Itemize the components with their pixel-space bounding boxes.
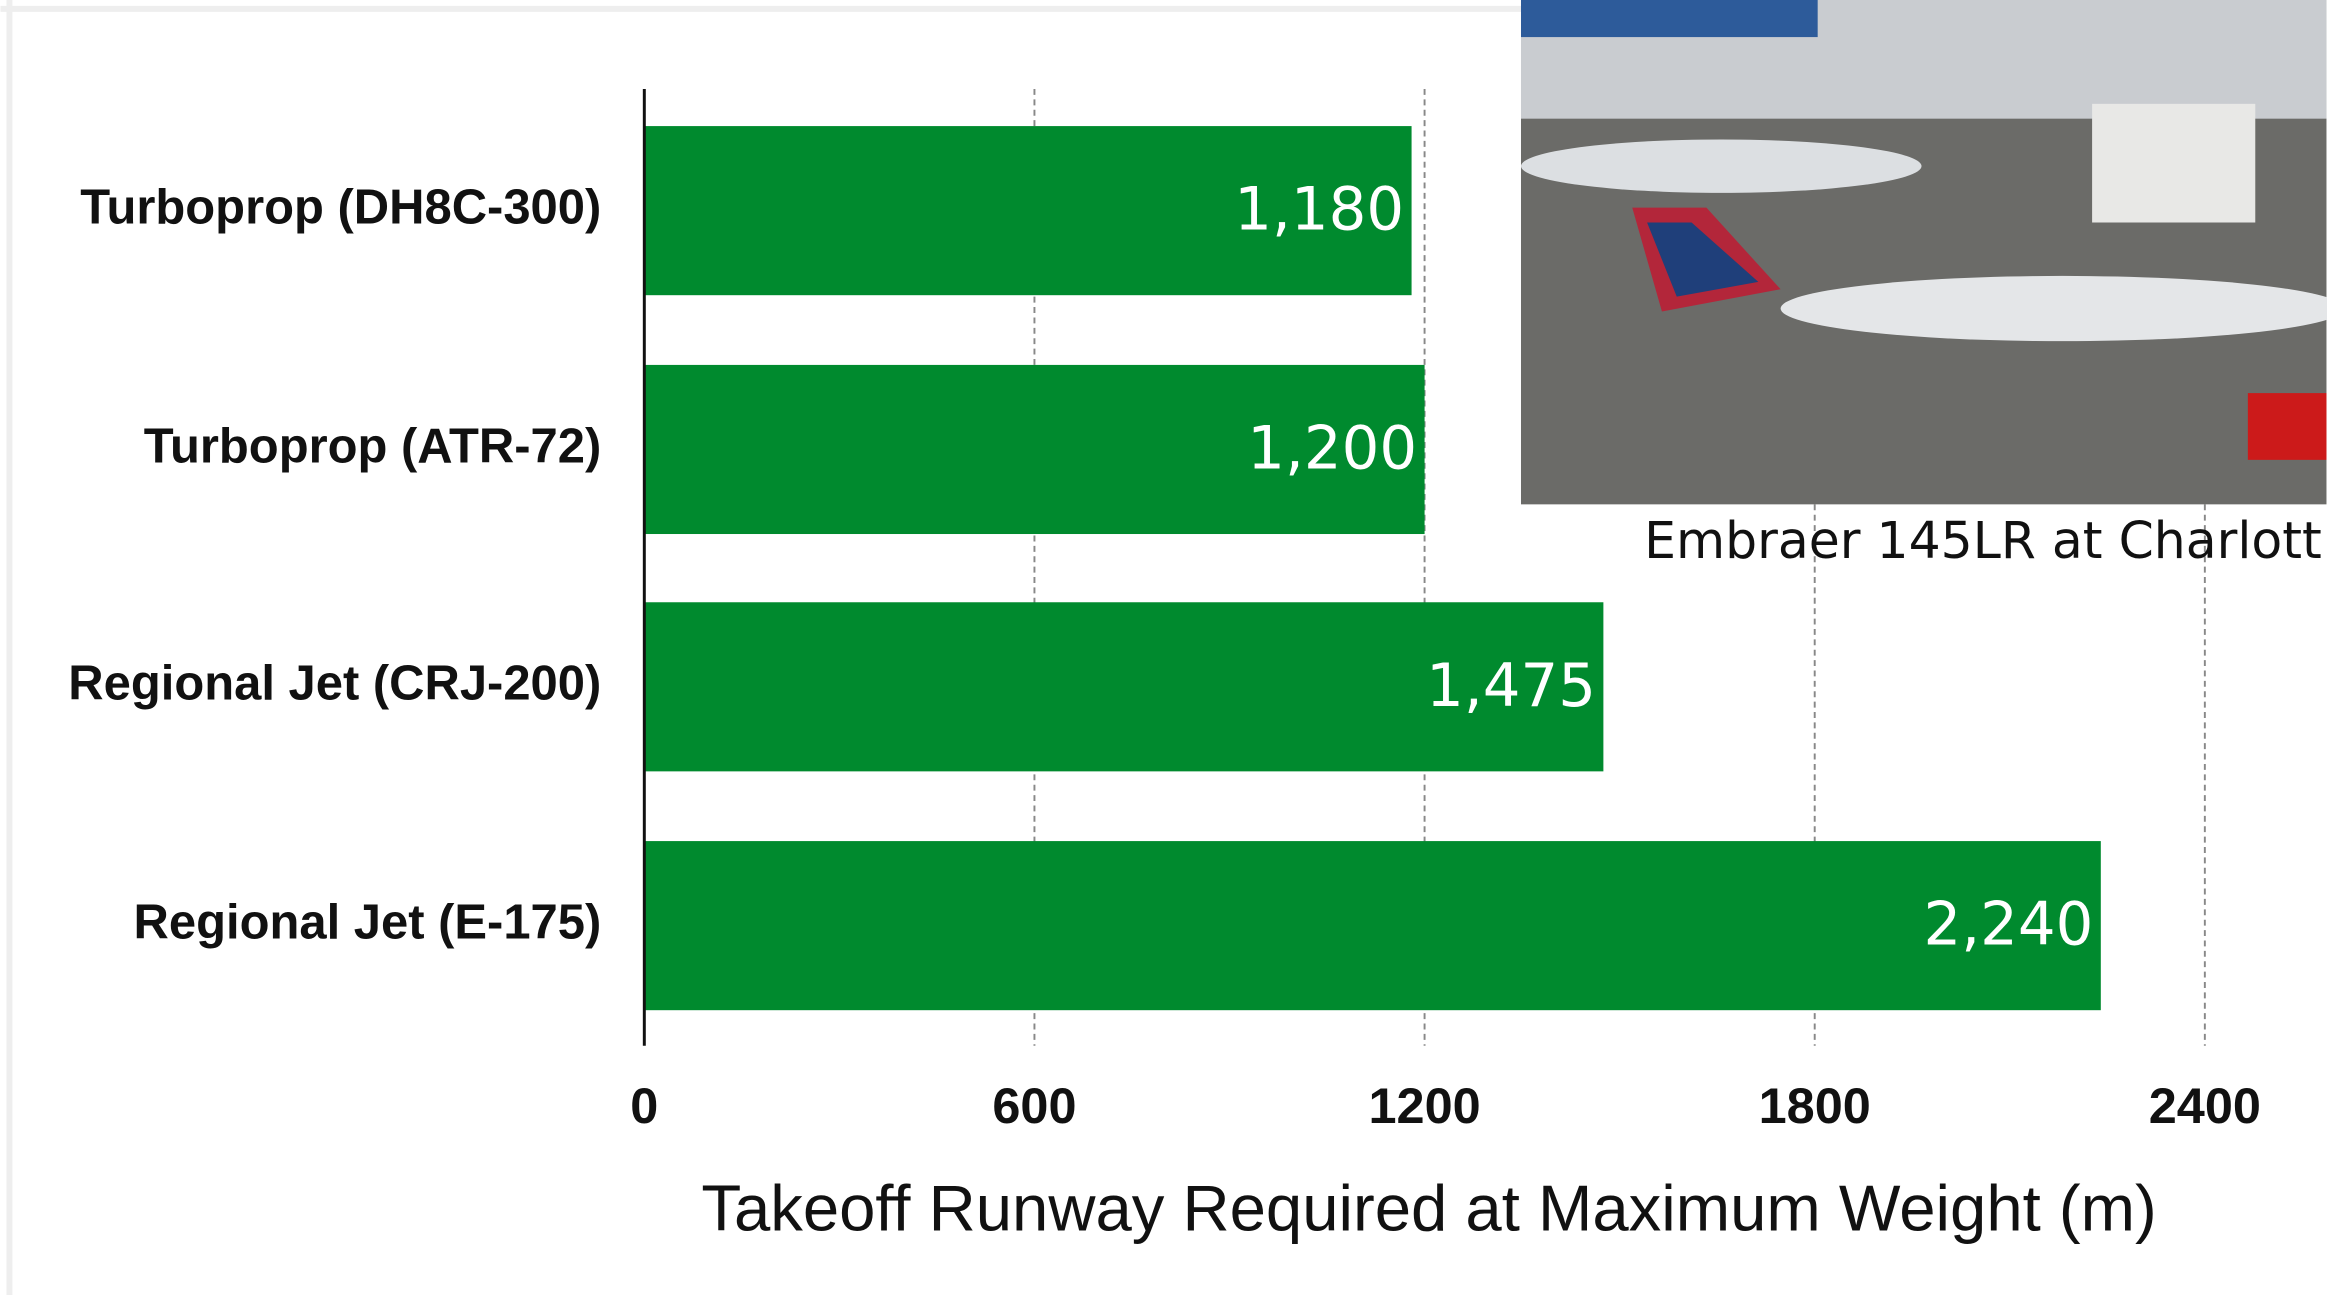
photo	[1520, 0, 2327, 505]
photo-plane	[1520, 139, 1922, 193]
bar	[644, 602, 1604, 772]
photo-tail	[1647, 222, 1759, 297]
photo-roof	[1520, 0, 1818, 38]
y-tick-label: Regional Jet (E-175)	[134, 896, 602, 950]
x-tick-label: 0	[630, 1077, 658, 1134]
plot-area: 0 600 1200 1800 2400 Turboprop (DH8C-300) 1,18…	[68, 89, 2261, 1134]
value-label: 1,180	[1234, 175, 1404, 244]
bar	[644, 364, 1425, 535]
y-tick-label: Regional Jet (CRJ-200)	[68, 657, 601, 711]
y-tick-label: Turboprop (DH8C-300)	[80, 181, 601, 235]
value-label: 1,200	[1247, 414, 1417, 483]
x-tick-label: 600	[992, 1077, 1076, 1134]
photo-caption: Embraer 145LR at Charlott	[1644, 511, 2322, 570]
x-tick-label: 1800	[1759, 1077, 1871, 1134]
x-axis-title: Takeoff Runway Required at Maximum Weigh…	[701, 1172, 2156, 1245]
photo-vehicle	[2247, 393, 2327, 460]
value-label: 1,475	[1426, 651, 1596, 720]
y-tick-label: Turboprop (ATR-72)	[144, 419, 602, 473]
bar	[644, 841, 2101, 1011]
bar	[644, 126, 1412, 296]
photo-plane	[1780, 275, 2327, 342]
photo-building	[2092, 103, 2256, 223]
x-tick-label: 1200	[1368, 1077, 1480, 1134]
value-label: 2,240	[1924, 890, 2094, 959]
x-tick-label: 2400	[2149, 1077, 2261, 1134]
